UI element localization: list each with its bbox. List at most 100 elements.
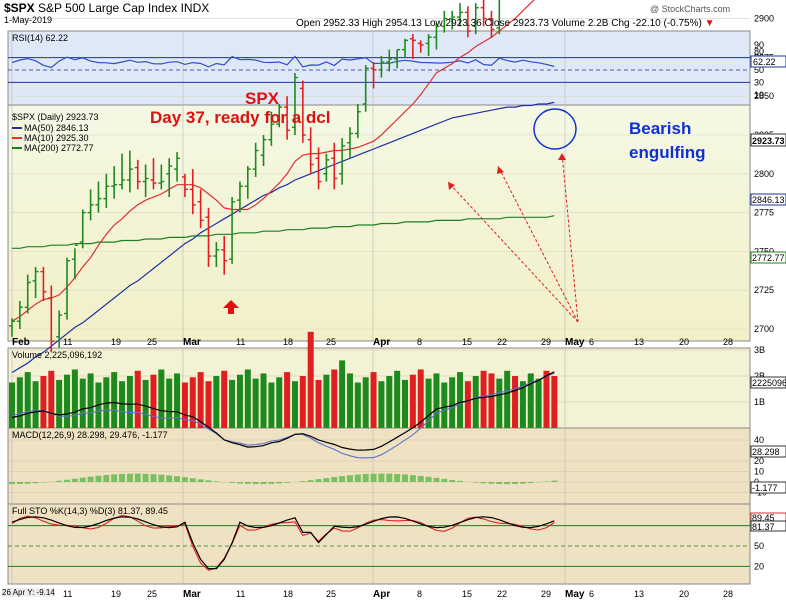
volume-bar	[315, 379, 322, 428]
macd-histogram-bar	[126, 473, 133, 482]
volume-bar	[260, 373, 267, 428]
volume-bar	[480, 370, 487, 428]
macd-tag-2: -1.177	[752, 483, 778, 493]
volume-tag-text: 2225096	[752, 378, 786, 388]
volume-bar	[244, 369, 251, 428]
volume-tag: 2225096	[750, 376, 786, 389]
ohlc-bar	[284, 96, 291, 140]
macd-histogram-bar	[150, 474, 157, 482]
volume-bar	[378, 381, 385, 428]
rsi-tick-label: 10	[754, 90, 764, 100]
x-tick-label-bottom: 28	[723, 589, 733, 599]
macd-histogram-bar	[87, 476, 94, 482]
volume-bar	[433, 373, 440, 428]
ohlc-bar	[488, 10, 495, 38]
macd-histogram-bar	[9, 482, 15, 485]
volume-bar	[252, 378, 259, 428]
ohlc-bar	[16, 301, 23, 329]
ohlc-text: Open 2952.33 High 2954.13 Low 2923.36 Cl…	[296, 18, 702, 29]
macd-histogram-bar	[307, 480, 314, 482]
macd-histogram-bar	[268, 482, 275, 484]
macd-histogram-bar	[323, 478, 330, 482]
volume-bar	[307, 331, 314, 428]
ma10-line	[11, 0, 535, 322]
macd-histogram-bar	[64, 479, 71, 482]
rsi-panel	[7, 30, 751, 106]
volume-bar	[174, 373, 181, 428]
volume-bar	[111, 372, 118, 428]
x-tick-label-bottom: 8	[417, 589, 422, 599]
volume-bar	[221, 370, 228, 428]
macd-histogram-bar	[362, 474, 369, 482]
x-tick-label: Mar	[183, 337, 201, 348]
ohlc-bar	[236, 181, 243, 213]
ohlc-bar	[449, 10, 456, 30]
volume-bar	[535, 378, 542, 428]
volume-bar	[87, 373, 94, 428]
volume-bar	[425, 378, 432, 428]
x-tick-label-bottom: 13	[634, 589, 644, 599]
volume-label: Volume 2,225,096,192	[12, 350, 102, 360]
x-tick-label-bottom: 25	[147, 589, 157, 599]
ohlc-bar	[276, 103, 283, 128]
ohlc-bar	[346, 127, 353, 159]
ohlc-bar	[409, 34, 416, 59]
volume-bar	[79, 378, 86, 428]
sto-tick-label: 50	[754, 541, 764, 551]
volume-tick-label: 3B	[754, 345, 765, 355]
x-tick-label: 22	[497, 337, 507, 347]
ohlc-bar	[417, 40, 424, 53]
x-tick-label-bottom: Apr	[373, 589, 390, 600]
x-tick-label-bottom: 25	[326, 589, 336, 599]
rsi-tick-label: 90	[754, 40, 764, 50]
ohlc-bar	[378, 55, 385, 78]
x-tick-label-bottom: 20	[679, 589, 689, 599]
red-up-arrow	[223, 300, 239, 314]
macd-histogram-bar	[252, 482, 259, 485]
stockcharts-logo: @ StockCharts.com	[650, 4, 731, 14]
volume-bar	[488, 373, 495, 428]
rsi-tag-text: 62.22	[753, 57, 776, 67]
price-tag-ma200-text: 2772.77	[752, 253, 785, 263]
volume-bar	[354, 382, 361, 428]
macd-tick-label: 20	[754, 456, 764, 466]
volume-bar	[16, 377, 23, 428]
macd-histogram-bar	[504, 482, 511, 485]
ohlc-bar	[9, 318, 15, 337]
annotation-day37: Day 37, ready for a dcl	[150, 108, 330, 127]
volume-bar	[150, 374, 157, 428]
macd-histogram-bar	[449, 479, 456, 482]
macd-histogram-bar	[354, 474, 361, 482]
volume-bar	[134, 370, 141, 428]
ohlc-bar	[339, 138, 346, 185]
volume-bar	[213, 376, 220, 428]
volume-bar	[496, 378, 503, 428]
ohlc-bar	[323, 153, 330, 182]
volume-bar	[189, 377, 196, 428]
volume-tick-label: 1B	[754, 397, 765, 407]
ohlc-bar	[174, 152, 181, 182]
macd-histogram-bar	[40, 482, 47, 483]
macd-tag-1: 28.298	[752, 447, 780, 457]
ma200-line	[12, 215, 555, 249]
ohlc-bar	[79, 209, 86, 249]
price-tick-label: 2850	[754, 91, 774, 101]
price-tick-label: 2750	[754, 246, 774, 256]
macd-histogram-bar	[244, 482, 251, 484]
macd-histogram-bar	[95, 475, 102, 482]
volume-bar	[362, 377, 369, 428]
ohlc-bar	[103, 173, 110, 208]
macd-histogram-bar	[299, 481, 306, 482]
price-tick-label: 2700	[754, 324, 774, 334]
sto-label: Full STO %K(14,3) %D(3) 81.37, 89.45	[12, 506, 168, 516]
volume-bar	[519, 381, 526, 428]
ohlc-bar	[213, 242, 220, 267]
volume-bar	[48, 370, 55, 428]
x-tick-label: 11	[63, 337, 72, 347]
x-tick-label-bottom: 19	[111, 589, 121, 599]
x-tick-label: 25	[326, 337, 336, 347]
volume-bar	[229, 379, 236, 428]
x-tick-label-bottom: 18	[283, 589, 293, 599]
x-tick-label: 13	[634, 337, 644, 347]
macd-histogram-bar	[433, 477, 440, 482]
